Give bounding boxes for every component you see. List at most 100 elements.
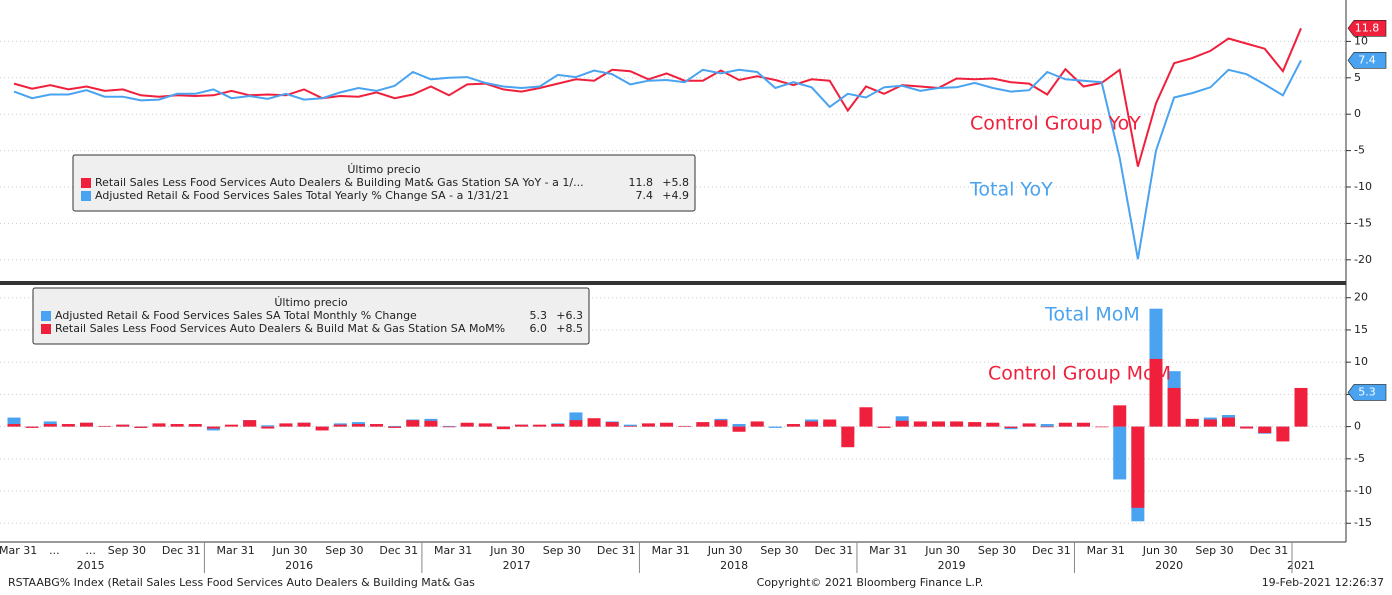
- bar: [623, 424, 637, 427]
- bar: [931, 421, 945, 427]
- bar: [1203, 419, 1217, 427]
- bar: [442, 425, 456, 427]
- year-label: 2020: [1155, 559, 1183, 572]
- bar: [569, 420, 583, 427]
- bar: [333, 424, 347, 427]
- bar: [877, 426, 891, 428]
- annotation: Control Group YoY: [970, 113, 1141, 135]
- last-value-badge: [1347, 52, 1387, 69]
- annotation: Control Group MoM: [988, 363, 1171, 385]
- bar: [442, 426, 456, 428]
- year-label: 2019: [938, 559, 966, 572]
- y-tick-label: -10: [1354, 484, 1372, 497]
- x-tick-label: Mar 31: [0, 544, 37, 557]
- bar: [388, 426, 402, 428]
- x-tick-label: Sep 30: [978, 544, 1016, 557]
- bar: [1294, 387, 1308, 427]
- year-label: 2018: [720, 559, 748, 572]
- legend-change: +8.5: [556, 322, 583, 335]
- bar: [80, 422, 94, 427]
- year-label: 2021: [1287, 559, 1315, 572]
- bar: [587, 418, 601, 427]
- y-tick-label: -5: [1354, 452, 1365, 465]
- y-tick-label: 0: [1354, 107, 1361, 120]
- bar: [1022, 423, 1036, 427]
- bar: [786, 424, 800, 427]
- bar: [1095, 426, 1109, 428]
- bar: [279, 423, 293, 427]
- bar: [43, 424, 57, 427]
- bar: [170, 424, 184, 427]
- bar: [261, 426, 275, 429]
- bar: [1058, 422, 1072, 427]
- legend-label: Adjusted Retail & Food Services Sales To…: [95, 189, 509, 202]
- bar: [388, 425, 402, 427]
- y-tick-label: 15: [1354, 323, 1368, 336]
- bar: [768, 426, 782, 428]
- bar: [551, 424, 565, 427]
- annotation: Total MoM: [1044, 304, 1140, 326]
- legend-change: +4.9: [662, 189, 689, 202]
- bar: [478, 423, 492, 427]
- bar: [25, 426, 39, 428]
- x-tick-label: Dec 31: [1249, 544, 1288, 557]
- bar: [859, 407, 873, 427]
- bar: [732, 426, 746, 432]
- legend-value: 5.3: [530, 309, 548, 322]
- legend-box: [32, 287, 590, 345]
- bar: [696, 422, 710, 427]
- legend-title: Último precio: [274, 296, 348, 309]
- x-tick-label: ...: [49, 544, 60, 557]
- footer-source: RSTAABG% Index (Retail Sales Less Food S…: [8, 576, 475, 589]
- line-series: [13, 27, 1302, 167]
- bar: [1149, 358, 1163, 427]
- bar: [660, 422, 674, 427]
- bar: [515, 424, 529, 427]
- year-label: 2017: [503, 559, 531, 572]
- legend-value: 7.4: [636, 189, 654, 202]
- bar: [188, 424, 202, 427]
- bar: [1131, 426, 1145, 508]
- x-tick-label: Sep 30: [543, 544, 581, 557]
- last-value-label: 11.8: [1355, 21, 1380, 34]
- bar: [116, 424, 130, 427]
- bar: [370, 424, 384, 427]
- bar: [805, 421, 819, 427]
- legend-swatch: [81, 178, 91, 188]
- bar: [605, 422, 619, 427]
- bar: [98, 425, 112, 427]
- bar: [714, 420, 728, 427]
- x-tick-label: Dec 31: [597, 544, 636, 557]
- bar: [315, 426, 329, 431]
- last-value-label: 5.3: [1358, 385, 1376, 398]
- x-tick-label: Dec 31: [814, 544, 853, 557]
- bar: [134, 426, 148, 428]
- bar: [351, 424, 365, 427]
- bar: [950, 421, 964, 427]
- bar: [496, 426, 510, 430]
- bar: [297, 422, 311, 427]
- x-tick-label: Sep 30: [325, 544, 363, 557]
- bar: [623, 425, 637, 427]
- last-value-badge: [1347, 384, 1387, 401]
- x-tick-label: Mar 31: [869, 544, 907, 557]
- y-tick-label: -15: [1354, 516, 1372, 529]
- x-tick-label: Sep 30: [108, 544, 146, 557]
- legend-title: Último precio: [347, 163, 421, 176]
- x-tick-label: Mar 31: [1087, 544, 1125, 557]
- x-tick-label: ...: [85, 544, 96, 557]
- x-tick-label: Mar 31: [434, 544, 472, 557]
- x-tick-label: Jun 30: [1142, 544, 1178, 557]
- bar: [1185, 418, 1199, 427]
- legend-label: Retail Sales Less Food Services Auto Dea…: [95, 176, 584, 189]
- bar: [1258, 426, 1272, 434]
- bar: [206, 426, 220, 429]
- bar: [641, 423, 655, 427]
- bar: [1221, 417, 1235, 427]
- bar: [460, 422, 474, 427]
- bar: [424, 420, 438, 427]
- bar: [732, 424, 746, 427]
- bar: [225, 424, 239, 427]
- bar: [1040, 424, 1054, 427]
